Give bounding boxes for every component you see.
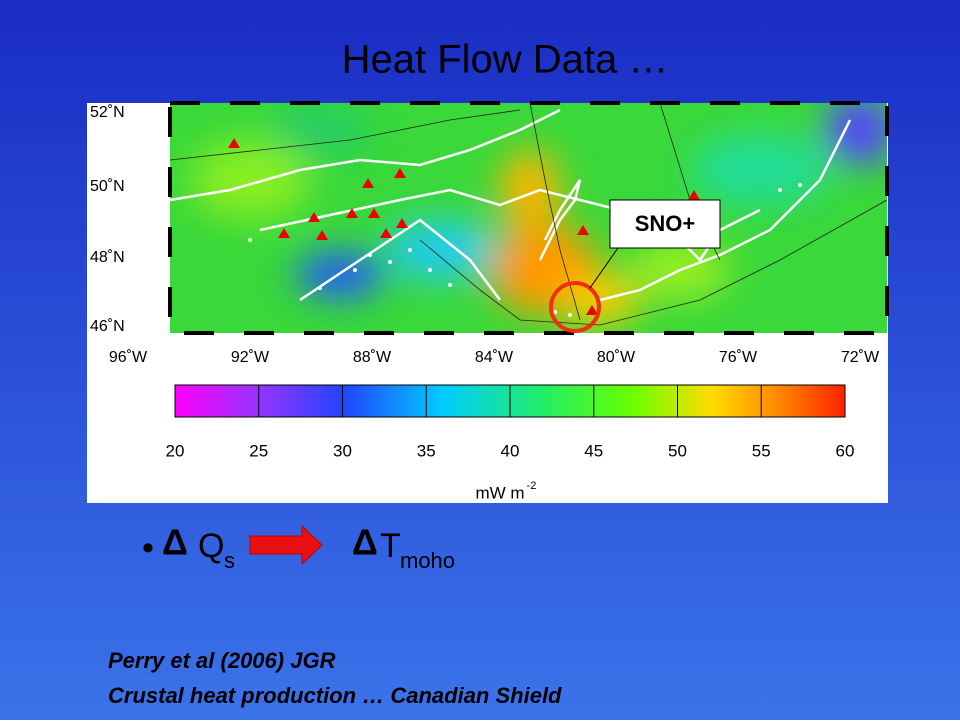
longitude-label: 80˚W bbox=[597, 349, 636, 366]
latitude-label: 52˚N bbox=[90, 104, 125, 121]
longitude-label: 84˚W bbox=[475, 349, 514, 366]
callout-line bbox=[589, 244, 621, 289]
longitude-label: 88˚W bbox=[353, 349, 392, 366]
slide-title: Heat Flow Data … bbox=[342, 38, 669, 82]
callout-label: SNO+ bbox=[635, 211, 696, 236]
bullet: • bbox=[142, 529, 154, 567]
callout-box bbox=[609, 199, 721, 249]
sno-circle bbox=[549, 281, 601, 333]
colorbar-tick-label: 50 bbox=[668, 441, 687, 460]
colorbar-tick-label: 45 bbox=[584, 441, 603, 460]
latitude-label: 48˚N bbox=[90, 249, 125, 266]
citation-line: Perry et al (2006) JGR bbox=[108, 648, 336, 673]
heat-map bbox=[170, 103, 887, 333]
latitude-label: 46˚N bbox=[90, 318, 125, 335]
colorbar-tick-label: 30 bbox=[333, 441, 352, 460]
colorbar-tick-label: 60 bbox=[836, 441, 855, 460]
colorbar-tick-label: 40 bbox=[501, 441, 520, 460]
colorbar-tick-label: 25 bbox=[249, 441, 268, 460]
colorbar-tick-label: 20 bbox=[166, 441, 185, 460]
delta-symbol: Δ bbox=[352, 522, 378, 563]
colorbar-unit-exponent: -2 bbox=[527, 480, 537, 492]
longitude-label: 72˚W bbox=[841, 349, 880, 366]
delta-symbol: Δ bbox=[162, 522, 188, 563]
q-symbol: Q bbox=[198, 527, 224, 565]
arrow bbox=[249, 524, 323, 566]
colorbar-tick-label: 35 bbox=[417, 441, 436, 460]
t-subscript: moho bbox=[400, 548, 455, 573]
latitude-label: 50˚N bbox=[90, 178, 125, 195]
colorbar-unit: mW m bbox=[475, 483, 524, 502]
longitude-label: 92˚W bbox=[231, 349, 270, 366]
q-subscript: s bbox=[224, 548, 235, 573]
longitude-label: 96˚W bbox=[109, 349, 148, 366]
t-symbol: T bbox=[380, 527, 401, 565]
citation-line: Crustal heat production … Canadian Shiel… bbox=[108, 683, 562, 708]
longitude-label: 76˚W bbox=[719, 349, 758, 366]
colorbar-tick-label: 55 bbox=[752, 441, 771, 460]
